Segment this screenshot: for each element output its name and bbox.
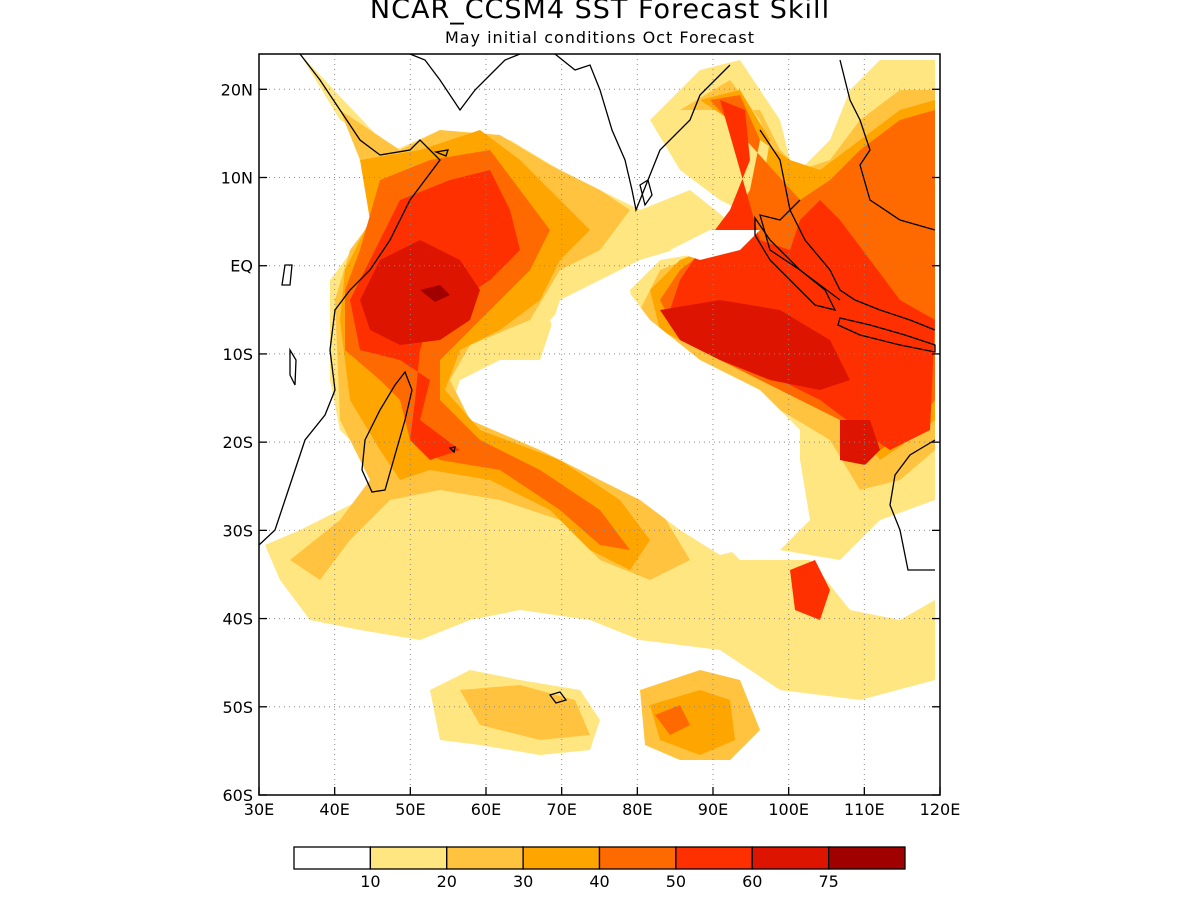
colorbar-label: 75	[818, 872, 838, 891]
map-frame	[258, 53, 941, 796]
x-tick-label: 120E	[920, 800, 961, 819]
x-tick-label: 90E	[698, 800, 728, 819]
kerguelen-coastline	[548, 691, 568, 704]
x-axis: 30E 40E 50E 60E 70E 80E 90E 100E 110E 120E	[244, 787, 961, 819]
field-region	[660, 300, 850, 390]
field-region	[670, 230, 760, 260]
east-africa-lakes	[281, 264, 297, 386]
colorbar-swatch	[522, 846, 601, 870]
y-tick-label: 50S	[222, 698, 253, 717]
colorbar-label: 20	[437, 872, 457, 891]
field-region	[420, 285, 450, 302]
colorbar-label: 10	[360, 872, 380, 891]
field-region	[460, 685, 590, 740]
colorbar: 10 20 30 40 50 60 75	[293, 846, 906, 891]
x-tick-label: 40E	[319, 800, 349, 819]
field-region	[790, 560, 830, 620]
colorbar-swatch	[598, 846, 677, 870]
field-region	[650, 690, 735, 755]
colorbar-swatch	[369, 846, 448, 870]
sumatra-coastline	[754, 215, 837, 311]
colorbar-label: 40	[589, 872, 609, 891]
madagascar-coastline	[361, 370, 413, 493]
field-region	[670, 100, 935, 450]
field-region	[655, 705, 690, 735]
sri-lanka-coastline	[639, 178, 653, 207]
colorbar-swatch	[293, 846, 372, 870]
africa-coastline	[259, 54, 441, 546]
field-region	[360, 240, 480, 345]
map-title: NCAR_CCSM4 SST Forecast Skill	[369, 0, 831, 25]
india-coastline	[554, 54, 731, 213]
colorbar-swatch	[675, 846, 753, 870]
australia-coastline	[889, 439, 936, 571]
coastlines	[259, 54, 936, 704]
y-tick-label: EQ	[230, 257, 253, 276]
skill-field	[265, 54, 935, 760]
socotra-coastline	[433, 149, 449, 157]
x-tick-label: 50E	[395, 800, 425, 819]
x-tick-label: 100E	[768, 800, 809, 819]
y-tick-label: 20S	[222, 433, 253, 452]
colorbar-label: 60	[742, 872, 762, 891]
map-subtitle: May initial conditions Oct Forecast	[444, 28, 756, 47]
arabia-coastline	[409, 54, 521, 112]
colorbar-swatch	[751, 846, 830, 870]
mauritius-coastline	[448, 446, 456, 454]
y-tick-label: 10S	[222, 345, 253, 364]
y-tick-label: 30S	[222, 521, 253, 540]
x-tick-label: 110E	[844, 800, 885, 819]
x-tick-label: 70E	[546, 800, 576, 819]
x-tick-label: 30E	[244, 800, 274, 819]
colorbar-swatch	[446, 846, 524, 870]
y-tick-label: 10N	[221, 169, 253, 188]
y-tick-label: 40S	[222, 610, 253, 629]
y-axis: 20N 10N EQ 10S 20S 30S 40S 50S 60S	[221, 80, 940, 805]
y-tick-label: 20N	[221, 80, 253, 99]
x-tick-label: 60E	[471, 800, 501, 819]
colorbar-label: 30	[513, 872, 533, 891]
java-coastline	[837, 317, 936, 353]
x-tick-label: 80E	[622, 800, 652, 819]
y-tick-label: 60S	[222, 786, 253, 805]
colorbar-swatch	[827, 846, 906, 870]
colorbar-label: 50	[666, 872, 686, 891]
field-region	[460, 280, 800, 555]
